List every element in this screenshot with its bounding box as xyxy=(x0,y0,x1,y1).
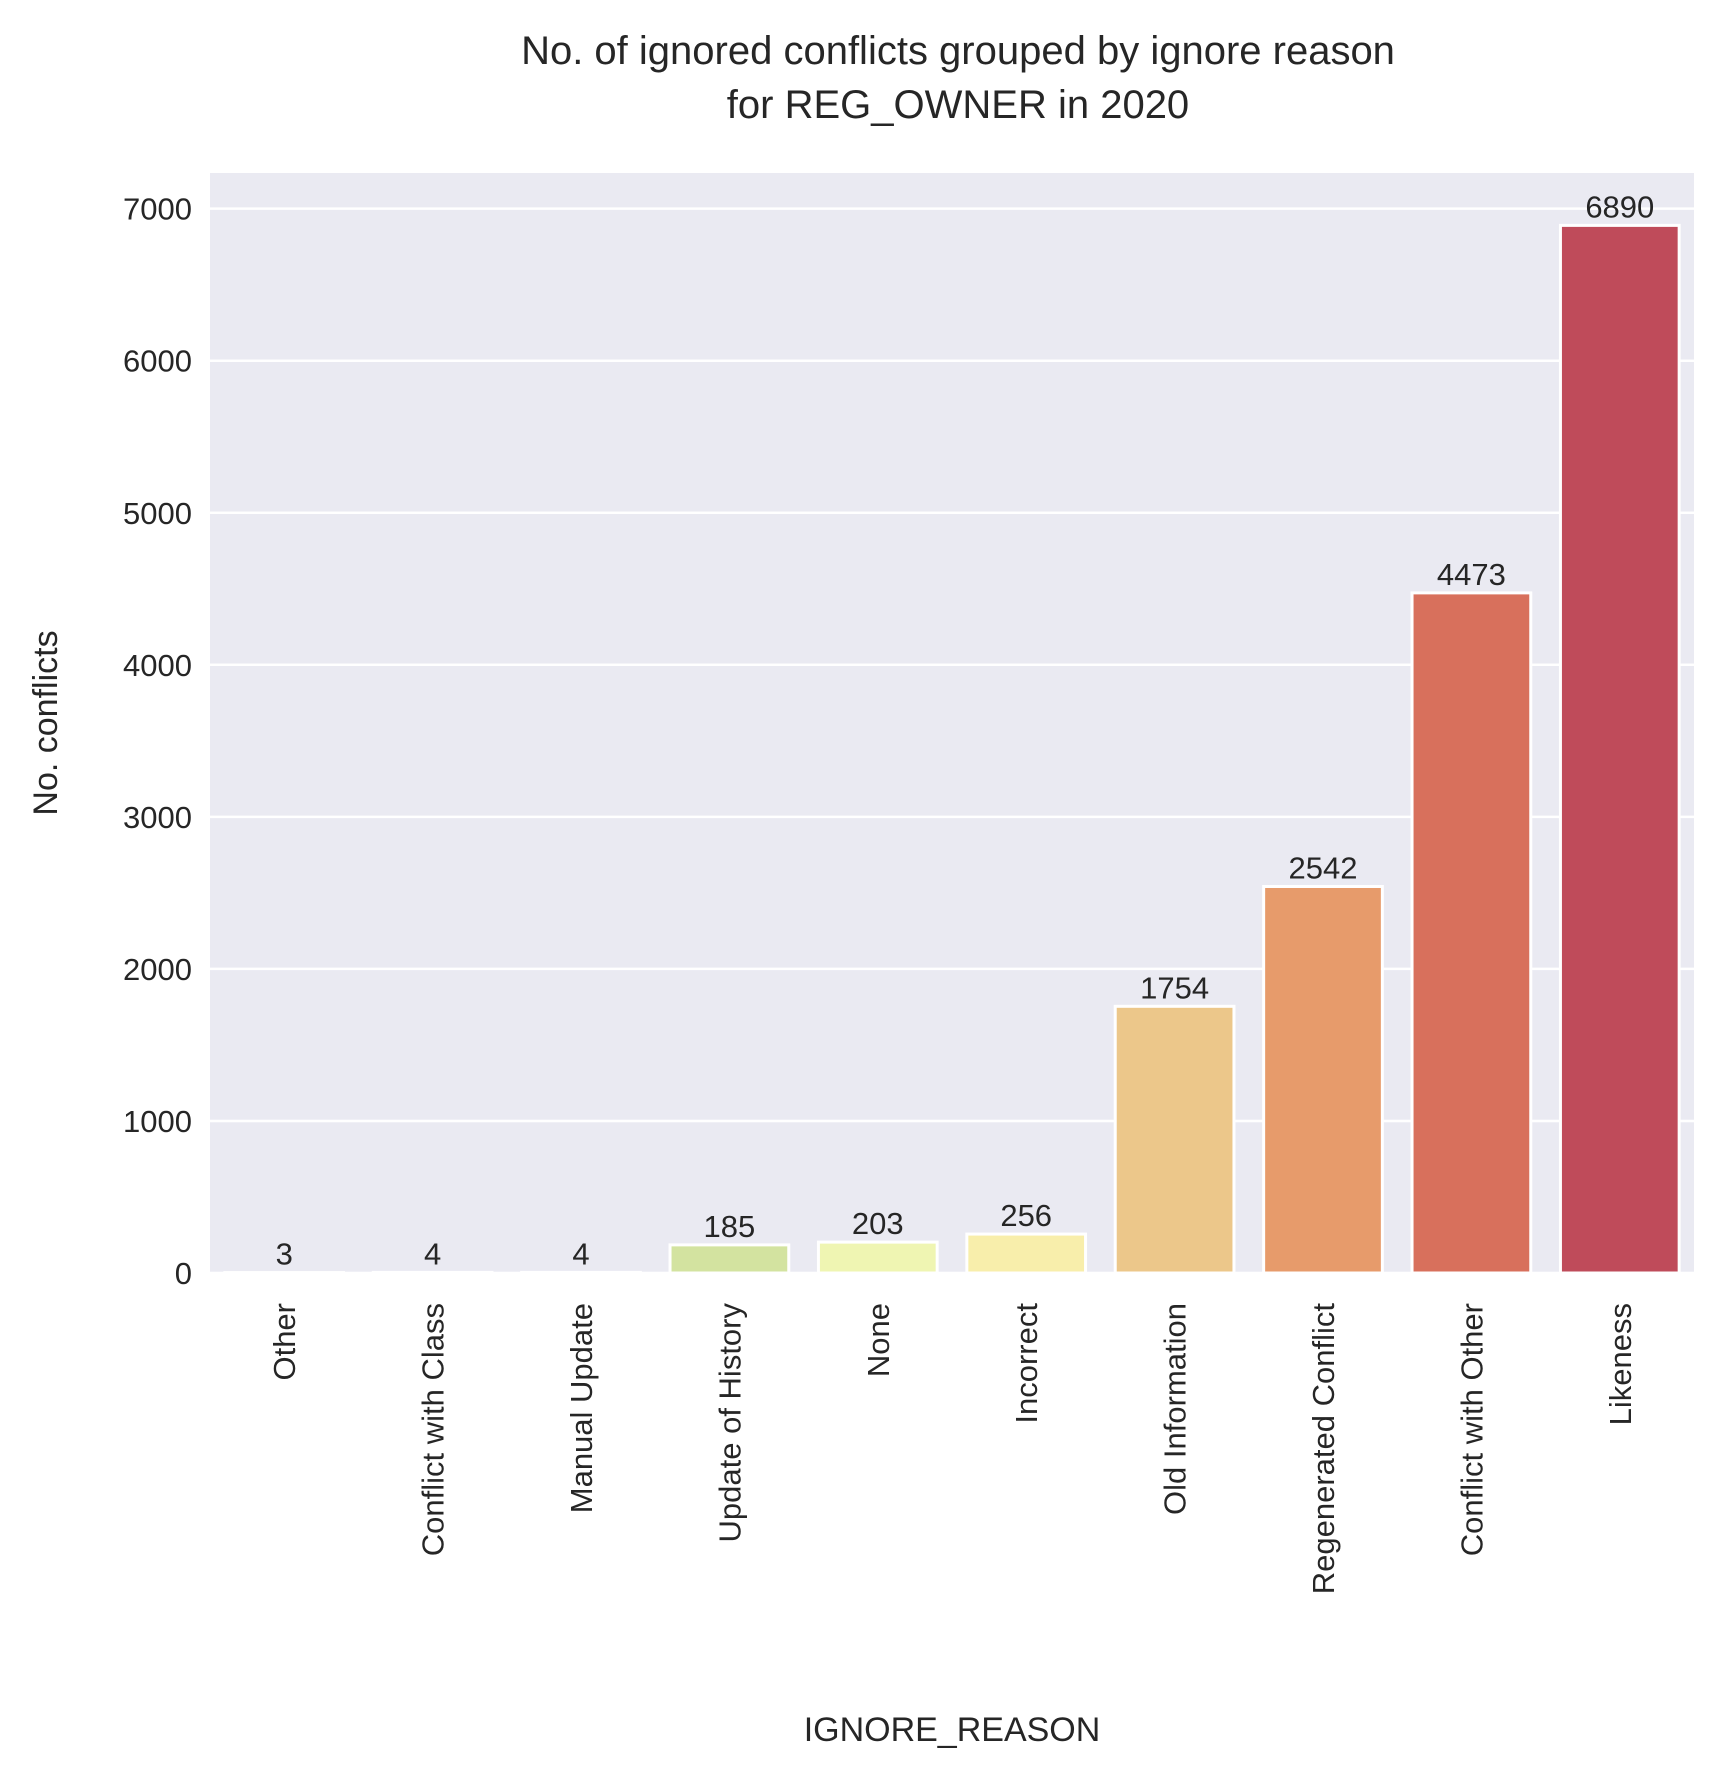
y-tick-label: 4000 xyxy=(123,648,192,683)
chart-title-line-1: No. of ignored conflicts grouped by igno… xyxy=(521,29,1395,73)
x-tick-label: Old Information xyxy=(1158,1303,1193,1515)
bar-value-label: 203 xyxy=(852,1206,904,1241)
bar xyxy=(668,1243,791,1275)
bar xyxy=(1113,1004,1236,1275)
x-tick-label: Other xyxy=(267,1303,302,1381)
bar-value-label: 185 xyxy=(704,1209,756,1244)
y-tick-label: 7000 xyxy=(123,192,192,227)
chart-title-line-2: for REG_OWNER in 2020 xyxy=(727,83,1189,127)
bar xyxy=(1410,591,1533,1275)
bar-value-label: 4473 xyxy=(1437,557,1506,592)
bar xyxy=(520,1270,642,1275)
bar-value-label: 3 xyxy=(276,1237,293,1272)
bar-value-label: 4 xyxy=(424,1236,441,1271)
bar-value-label: 1754 xyxy=(1140,970,1209,1005)
bar-value-label: 2542 xyxy=(1289,850,1358,885)
y-tick-label: 2000 xyxy=(123,952,192,987)
bar xyxy=(1558,223,1681,1275)
bar xyxy=(816,1240,939,1275)
y-tick-label: 0 xyxy=(175,1256,192,1291)
x-axis-label: IGNORE_REASON xyxy=(804,1711,1101,1749)
y-axis-label: No. conflicts xyxy=(27,630,65,815)
x-axis-ticks: Other Conflict with Class Manual Update Upd… xyxy=(267,1303,1638,1595)
y-axis-ticks: 0 1000 2000 3000 4000 5000 6000 7000 xyxy=(123,192,192,1291)
y-tick-label: 5000 xyxy=(123,496,192,531)
y-tick-label: 3000 xyxy=(123,800,192,835)
x-tick-label: Manual Update xyxy=(564,1303,599,1513)
bar-value-label: 6890 xyxy=(1585,189,1654,224)
x-tick-label: Conflict with Class xyxy=(416,1303,451,1556)
x-tick-label: Regenerated Conflict xyxy=(1306,1303,1341,1595)
y-tick-label: 6000 xyxy=(123,344,192,379)
data-labels: 3 4 4 185 203 256 1754 2542 4473 6890 xyxy=(276,189,1655,1271)
x-tick-label: Update of History xyxy=(712,1303,747,1543)
x-tick-label: None xyxy=(861,1303,896,1377)
bar xyxy=(371,1270,494,1275)
bar xyxy=(1262,884,1384,1275)
x-tick-label: Likeness xyxy=(1603,1303,1638,1425)
x-tick-label: Conflict with Other xyxy=(1454,1303,1489,1556)
bar-value-label: 256 xyxy=(1000,1198,1052,1233)
x-tick-label: Incorrect xyxy=(1009,1303,1044,1424)
bars xyxy=(223,223,1681,1275)
bar-value-label: 4 xyxy=(572,1236,589,1271)
y-tick-label: 1000 xyxy=(123,1104,192,1139)
bar xyxy=(965,1232,1088,1275)
